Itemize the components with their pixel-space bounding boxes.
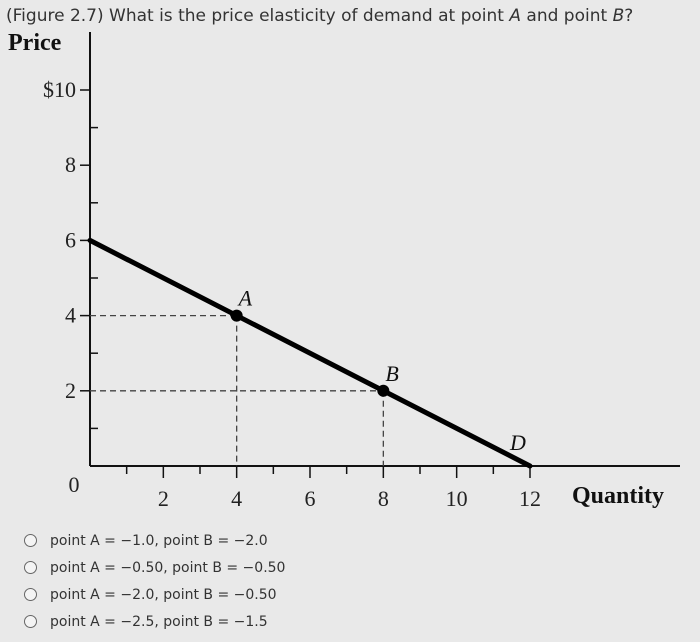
y-tick-label: 2 [65,378,76,403]
demand-chart: Price Quantity 2 4 6 8 $10 0 2 4 6 8 10 12 D A B [8,30,680,511]
point-b [377,384,390,397]
x-axis-title: Quantity [572,483,664,509]
y-tick-label: 6 [65,227,76,252]
question-prefix: (Figure 2.7) What is the price elasticit… [6,6,510,26]
x-tick-label: 6 [305,486,316,511]
x-tick-label: 4 [231,486,242,511]
x-tick-label: 10 [446,486,468,511]
chart-labels: Price Quantity 2 4 6 8 $10 0 2 4 6 8 10 12 D A B [8,30,664,511]
question-middle: and point [521,6,613,26]
y-tick-label: 8 [65,152,76,177]
x-tick-label: 12 [519,486,541,511]
option-label: point A = −0.50, point B = −0.50 [50,559,286,576]
chart-axes [89,32,680,467]
question-point-a: A [509,6,521,26]
option-label: point A = −2.0, point B = −0.50 [50,586,277,603]
x-tick-label: 8 [378,486,389,511]
radio-button[interactable] [24,534,37,547]
radio-button[interactable] [24,615,37,628]
question-point-b: B [612,6,625,26]
y-tick-label: 4 [65,303,76,328]
answer-option-1[interactable]: point A = −1.0, point B = −2.0 [24,528,285,553]
question-text: (Figure 2.7) What is the price elasticit… [6,6,633,26]
y-axis-title: Price [8,30,62,56]
point-a [230,309,243,322]
answer-options: point A = −1.0, point B = −2.0 point A =… [24,528,285,636]
answer-option-3[interactable]: point A = −2.0, point B = −0.50 [24,582,285,607]
demand-curve [87,237,533,469]
radio-button[interactable] [24,588,37,601]
chart-series [87,237,533,469]
point-label-b: B [385,361,398,386]
answer-option-4[interactable]: point A = −2.5, point B = −1.5 [24,609,285,634]
y-tick-label: $10 [43,77,76,102]
answer-option-2[interactable]: point A = −0.50, point B = −0.50 [24,555,285,580]
chart-ticks [80,89,531,478]
radio-button[interactable] [24,561,37,574]
question-suffix: ? [624,6,634,26]
x-tick-label: 0 [69,472,80,497]
option-label: point A = −2.5, point B = −1.5 [50,613,268,630]
option-label: point A = −1.0, point B = −2.0 [50,532,268,549]
curve-label-d: D [509,430,526,455]
chart-guides [90,314,384,466]
x-tick-label: 2 [158,486,169,511]
point-label-a: A [237,286,253,311]
